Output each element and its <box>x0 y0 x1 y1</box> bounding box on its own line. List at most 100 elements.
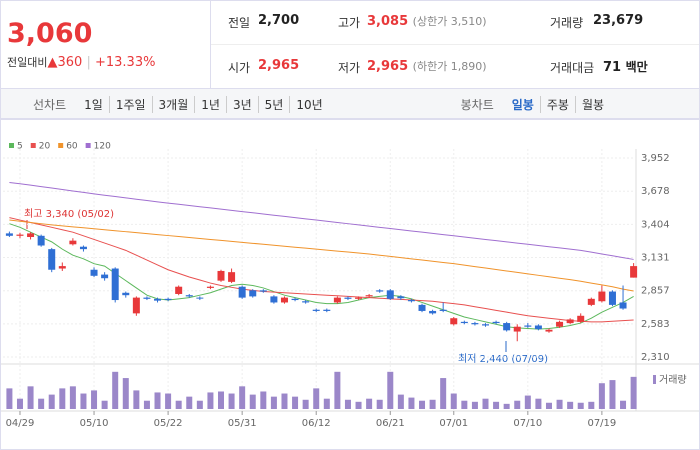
volume-bar <box>408 397 415 409</box>
stat-note: (상한가 3,510) <box>412 15 487 28</box>
period-button[interactable]: 3년 <box>225 95 258 113</box>
volume-bar <box>313 388 320 409</box>
candle-body <box>376 290 384 292</box>
candle-body <box>101 274 109 279</box>
candle-body <box>27 233 35 238</box>
volume-bar <box>556 399 563 409</box>
candle-body <box>577 315 585 322</box>
candle-body <box>90 269 98 276</box>
candle-body <box>217 270 225 281</box>
volume-bar <box>302 399 309 409</box>
candle-body <box>429 310 437 314</box>
volume-bar <box>355 401 362 409</box>
candle-body <box>206 286 214 288</box>
stat-value: 3,085 <box>367 14 409 29</box>
volume-bar <box>440 378 447 409</box>
stat-value: 2,965 (하한가 1,890) <box>367 58 487 74</box>
candle-body <box>492 321 500 324</box>
volume-bar <box>186 396 193 409</box>
volume-bar <box>218 391 224 409</box>
stat-note: (하한가 1,890) <box>412 60 487 73</box>
stat-label: 거래대금 <box>550 61 595 75</box>
volume-bar <box>630 376 637 409</box>
period-button[interactable]: 1주일 <box>108 95 152 113</box>
volume-bar <box>387 371 394 409</box>
volume-bar <box>366 398 373 409</box>
candle-body <box>132 297 140 314</box>
period-button[interactable]: 10년 <box>289 95 328 113</box>
stat-value: 71 <box>603 60 622 75</box>
volume-bar <box>292 396 299 409</box>
candle-body <box>175 286 183 294</box>
candle-body <box>566 319 574 324</box>
candle-body <box>630 266 638 278</box>
candle-body <box>79 246 87 250</box>
candle-body <box>556 321 564 327</box>
y-tick-label: 3,404 <box>641 219 670 230</box>
period-button[interactable]: 월봉 <box>574 95 610 113</box>
candle-body <box>238 286 246 298</box>
volume-bar <box>175 400 182 409</box>
legend-swatch <box>30 143 36 148</box>
candle-body <box>407 300 415 302</box>
stat-label: 저가 <box>338 61 361 75</box>
divider <box>211 44 699 45</box>
candle-body <box>619 302 627 309</box>
candle-body <box>386 290 394 299</box>
legend-label: 20 <box>39 142 51 152</box>
annotation: 최고 3,340 (05/02) <box>24 208 114 220</box>
candle-body <box>164 298 172 301</box>
y-tick-label: 3,952 <box>641 153 670 164</box>
period-button[interactable]: 3개월 <box>151 95 195 113</box>
candle-body <box>196 297 204 299</box>
volume-bar <box>112 371 119 409</box>
change-row: 전일대비▲360 | +13.33% <box>7 54 155 70</box>
candle-body <box>344 297 352 299</box>
period-button[interactable]: 1일 <box>84 97 103 112</box>
volume-bar <box>493 401 500 409</box>
volume-bar <box>535 398 542 409</box>
volume-bar <box>270 396 277 409</box>
x-tick-label: 05/22 <box>154 418 183 429</box>
candle-body <box>154 298 162 301</box>
legend-swatch <box>9 143 14 148</box>
moving-average <box>9 181 634 260</box>
candle-body <box>534 325 542 330</box>
volume-bar <box>228 393 235 409</box>
candle-body <box>355 297 363 299</box>
legend-label: 60 <box>66 142 78 152</box>
candle-body <box>450 318 458 325</box>
candle-body <box>482 324 489 326</box>
candle-body <box>587 298 595 305</box>
candle-body <box>460 321 468 324</box>
volume-bar <box>80 393 87 409</box>
candle-body <box>122 292 130 296</box>
x-tick-label: 07/10 <box>513 418 542 429</box>
volume-bar <box>577 402 584 409</box>
y-tick-label: 2,857 <box>641 286 670 297</box>
candle-body <box>69 240 77 245</box>
volume-bar <box>344 399 351 409</box>
candle-body <box>270 296 278 303</box>
candle-body <box>259 290 267 292</box>
volume-bar <box>429 399 436 409</box>
volume-bar <box>196 400 203 409</box>
volume-bar <box>450 393 457 409</box>
volume-bar <box>27 386 34 409</box>
stat-value: 2,965 <box>367 59 409 74</box>
candle-body <box>333 297 341 303</box>
x-tick-label: 06/12 <box>302 418 331 429</box>
candle-body <box>143 297 151 299</box>
period-button[interactable]: 주봉 <box>539 95 575 113</box>
candle-body <box>58 266 66 269</box>
candle-body <box>471 323 479 325</box>
candle-body <box>185 295 193 297</box>
period-button[interactable]: 5년 <box>257 95 290 113</box>
volume-bar <box>609 380 616 409</box>
volume-bar <box>59 388 66 409</box>
change-rate: +13.33% <box>94 55 156 70</box>
period-button[interactable]: 1년 <box>194 95 226 113</box>
candle-body <box>439 309 447 311</box>
period-button[interactable]: 일봉 <box>511 97 534 112</box>
stat-value: 2,700 <box>258 13 300 28</box>
